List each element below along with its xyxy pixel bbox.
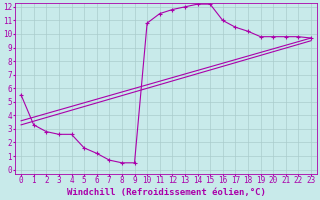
X-axis label: Windchill (Refroidissement éolien,°C): Windchill (Refroidissement éolien,°C) <box>67 188 266 197</box>
